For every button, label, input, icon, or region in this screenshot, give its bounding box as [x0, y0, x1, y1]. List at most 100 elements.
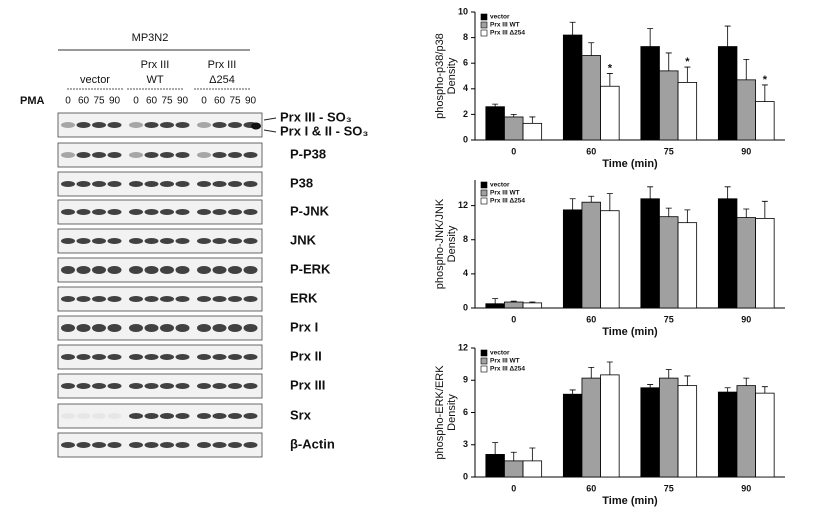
blot-band [212, 442, 227, 448]
blot-band [76, 152, 91, 158]
y-tick-label: 0 [463, 471, 468, 481]
group-label: Δ254 [209, 74, 235, 86]
blot-row-label: Prx I [290, 319, 318, 334]
y-tick-label: 12 [458, 200, 468, 210]
bar [659, 377, 679, 478]
legend-swatch [480, 189, 488, 197]
blot-band [107, 383, 122, 389]
blot-band [107, 442, 122, 448]
blot-band [61, 383, 75, 389]
blot-band [243, 238, 258, 244]
error-bar [761, 200, 768, 219]
blot-band [92, 442, 106, 448]
y-tick-label: 6 [463, 58, 468, 68]
bar [677, 222, 698, 309]
blot-band [197, 413, 211, 419]
blot-band [129, 238, 143, 244]
bar [485, 303, 505, 309]
blot-band [61, 152, 75, 158]
blot-band [175, 122, 190, 128]
blot-row-label: Prx III - SO₃ [280, 109, 352, 124]
lane-label: 60 [78, 96, 90, 107]
blot-band [212, 324, 227, 332]
blot-band [92, 209, 106, 215]
bar [581, 377, 601, 478]
blot-band [92, 413, 106, 419]
error-bar [588, 366, 595, 379]
y-axis-label: phospho-JNK/JNK [434, 198, 446, 289]
y-tick-label: 4 [463, 83, 468, 93]
legend-label: vector [490, 350, 510, 357]
blot-band [107, 266, 122, 274]
blot-band [228, 442, 242, 448]
x-tick-label: 60 [586, 314, 596, 324]
y-tick-label: 3 [463, 439, 468, 449]
blot-band [92, 181, 106, 187]
blot-band [197, 209, 211, 215]
error-bar [665, 369, 672, 379]
blot-row-label: P-JNK [290, 203, 330, 218]
error-bar [606, 193, 613, 211]
blot-band [197, 442, 211, 448]
bar [562, 209, 583, 309]
blot-band [197, 181, 211, 187]
blot-band [212, 209, 227, 215]
error-bar [665, 207, 672, 217]
error-bar [761, 84, 768, 102]
legend-label: vector [490, 14, 510, 21]
x-tick-label: 90 [741, 483, 751, 493]
lane-label: 0 [65, 96, 71, 107]
error-bar [606, 361, 613, 375]
legend-label: Prx III Δ254 [490, 198, 525, 205]
blot-band [212, 152, 227, 158]
bar [755, 392, 775, 478]
x-tick-label: 0 [511, 314, 516, 324]
blot-band [61, 181, 75, 187]
blot-band [243, 383, 258, 389]
y-tick-label: 2 [463, 109, 468, 119]
blot-band [251, 122, 261, 130]
blot-band [129, 181, 143, 187]
error-bar [492, 298, 499, 304]
blot-band [129, 324, 143, 332]
treatment-label: PMA [20, 95, 45, 107]
blot-band [129, 152, 143, 158]
lane-label: 75 [93, 96, 105, 107]
blot-band [129, 383, 143, 389]
bar [522, 302, 543, 309]
bar [736, 385, 756, 478]
legend-label: Prx III Δ254 [490, 30, 525, 37]
blot-row-label: P-ERK [290, 261, 331, 276]
bar [736, 217, 756, 309]
error-bar [743, 58, 750, 80]
y-tick-label: 0 [463, 134, 468, 144]
blot-band [243, 442, 258, 448]
lane-label: 75 [161, 96, 173, 107]
lane-label: 90 [177, 96, 189, 107]
blot-band [129, 266, 143, 274]
blot-band [76, 442, 91, 448]
blot-band [92, 238, 106, 244]
bar [717, 198, 738, 309]
legend-label: Prx III WT [490, 190, 520, 197]
blot-band [160, 324, 174, 332]
error-bar [569, 21, 576, 36]
blot-band [175, 238, 190, 244]
error-bar [606, 73, 613, 87]
blot-band [144, 152, 159, 158]
error-bar [684, 66, 691, 83]
blot-band [61, 413, 75, 419]
blot-band [160, 383, 174, 389]
blot-band [144, 413, 159, 419]
blot-band [197, 383, 211, 389]
y-axis-label: Density [446, 394, 458, 431]
blot-band [107, 152, 122, 158]
lane-label: 75 [229, 96, 241, 107]
blot-band [144, 122, 159, 128]
legend-swatch [480, 197, 488, 205]
blot-band [129, 209, 143, 215]
significance-marker: * [685, 56, 690, 68]
bar [562, 393, 583, 478]
blot-band [160, 209, 174, 215]
blot-band [76, 324, 91, 332]
